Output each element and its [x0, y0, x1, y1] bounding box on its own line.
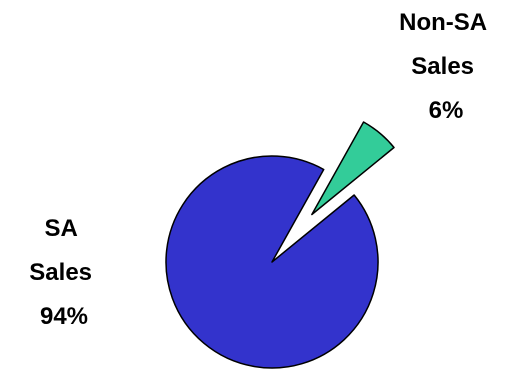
label-non-sa-line-3: 6%: [429, 97, 464, 124]
label-sa-line-3: 94%: [40, 303, 88, 330]
pie-slice-non-sa-sales: [311, 121, 395, 216]
label-sa-sales: SA Sales 94%: [29, 215, 98, 330]
label-non-sa-line-2: Sales: [411, 53, 474, 80]
pie-slice-sa-sales: [165, 155, 379, 369]
label-non-sa-line-1: Non-SA: [399, 9, 487, 36]
label-sa-line-2: Sales: [29, 259, 92, 286]
pie-slices: [165, 121, 395, 369]
label-non-sa-sales: Non-SA Sales 6%: [399, 9, 493, 124]
label-sa-line-1: SA: [44, 215, 77, 242]
